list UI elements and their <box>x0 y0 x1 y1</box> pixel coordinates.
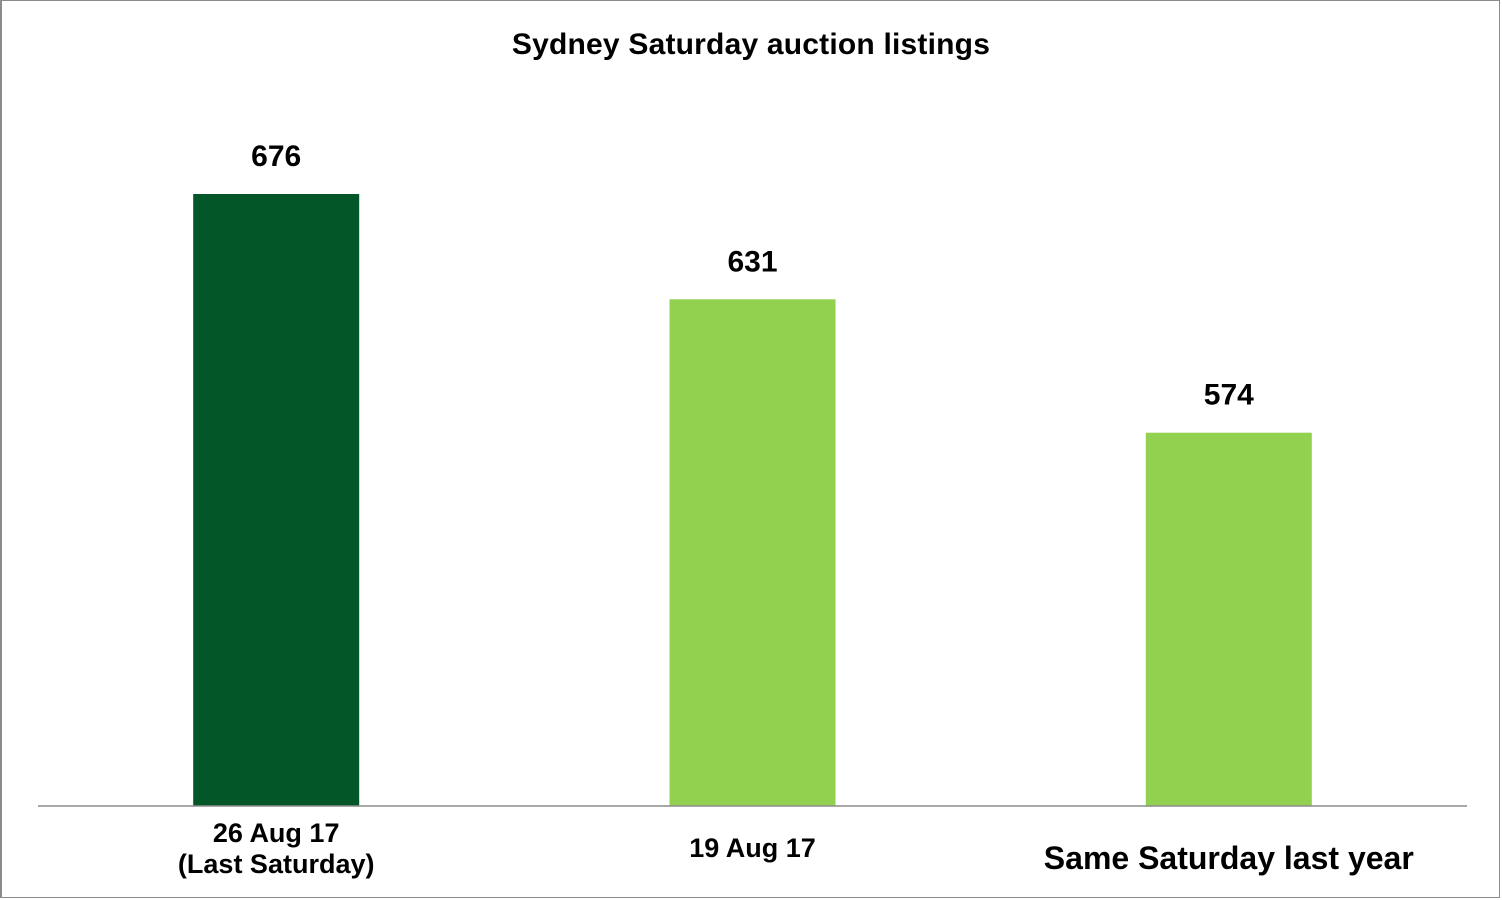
x-tick-label: 19 Aug 17 <box>689 833 816 863</box>
chart-title: Sydney Saturday auction listings <box>511 28 991 61</box>
bar <box>193 194 360 806</box>
data-label: 574 <box>1204 379 1254 412</box>
bars-layer <box>193 194 1312 806</box>
bar <box>669 299 836 806</box>
data-label: 631 <box>727 245 777 278</box>
x-tick-label: 26 Aug 17 <box>213 818 340 848</box>
x-tick-label: (Last Saturday) <box>178 849 375 879</box>
bar <box>1145 432 1312 806</box>
labels-layer: 676 26 Aug 17(Last Saturday) 631 19 Aug 17 5… <box>178 140 1414 879</box>
data-label: 676 <box>251 140 301 173</box>
x-tick-label: Same Saturday last year <box>1044 840 1414 876</box>
